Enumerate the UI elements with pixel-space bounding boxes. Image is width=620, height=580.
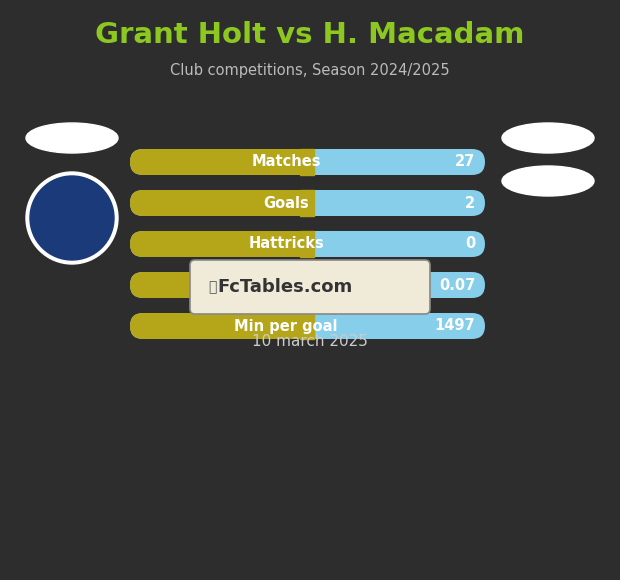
Circle shape	[26, 172, 118, 264]
FancyBboxPatch shape	[130, 231, 313, 257]
FancyBboxPatch shape	[130, 149, 485, 175]
Text: Hattricks: Hattricks	[249, 237, 324, 252]
Text: 0.07: 0.07	[439, 277, 475, 292]
Text: Goals per match: Goals per match	[219, 277, 354, 292]
Circle shape	[30, 176, 114, 260]
Text: 10 march 2025: 10 march 2025	[252, 335, 368, 350]
Text: 📊: 📊	[208, 280, 216, 294]
Bar	[300, 149, 314, 175]
Ellipse shape	[26, 123, 118, 153]
FancyBboxPatch shape	[130, 313, 485, 339]
Text: Matches: Matches	[252, 154, 321, 169]
Text: 27: 27	[454, 154, 475, 169]
Text: 0: 0	[465, 237, 475, 252]
FancyBboxPatch shape	[130, 190, 485, 216]
Text: 2: 2	[465, 195, 475, 211]
Bar	[300, 231, 314, 257]
FancyBboxPatch shape	[130, 190, 313, 216]
Text: Min per goal: Min per goal	[234, 318, 338, 333]
Text: Grant Holt vs H. Macadam: Grant Holt vs H. Macadam	[95, 21, 525, 49]
Bar	[300, 190, 314, 216]
Text: Club competitions, Season 2024/2025: Club competitions, Season 2024/2025	[170, 63, 450, 78]
Text: Goals: Goals	[264, 195, 309, 211]
FancyBboxPatch shape	[130, 313, 313, 339]
Ellipse shape	[502, 123, 594, 153]
FancyBboxPatch shape	[190, 260, 430, 314]
FancyBboxPatch shape	[130, 272, 313, 298]
FancyBboxPatch shape	[130, 149, 313, 175]
Bar	[300, 272, 314, 298]
FancyBboxPatch shape	[130, 231, 485, 257]
Text: 1497: 1497	[435, 318, 475, 333]
Ellipse shape	[502, 166, 594, 196]
FancyBboxPatch shape	[130, 272, 485, 298]
Bar	[300, 313, 314, 339]
Text: FcTables.com: FcTables.com	[218, 278, 353, 296]
